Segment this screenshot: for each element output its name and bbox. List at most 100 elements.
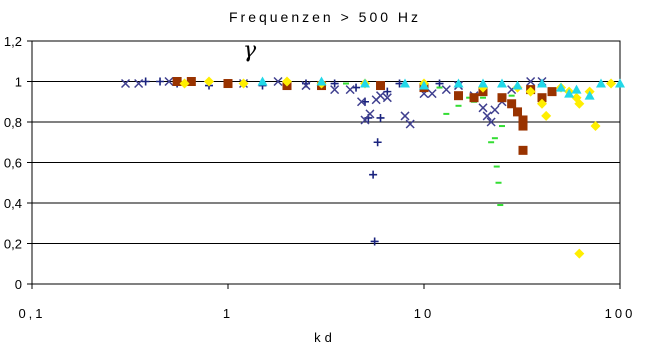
triangle-point <box>316 76 327 86</box>
y-tick-label: 1,2 <box>4 34 22 49</box>
x-point <box>441 85 451 95</box>
dash-point <box>455 104 462 107</box>
x-point <box>486 117 496 127</box>
x-point <box>400 111 410 121</box>
x-point <box>427 89 437 99</box>
square-point <box>547 87 557 97</box>
triangle-point <box>584 90 595 100</box>
triangle-point <box>400 78 411 88</box>
triangle-point <box>571 84 582 94</box>
plus-point <box>370 237 379 246</box>
diamond-point <box>204 76 215 87</box>
dash-point <box>443 112 450 115</box>
square-point <box>518 115 528 125</box>
dash-point <box>497 204 504 207</box>
x-point <box>375 91 386 101</box>
x-tick-label: 10 <box>414 306 434 321</box>
triangle-point <box>615 78 625 88</box>
diamond-point <box>525 86 536 97</box>
diamond-point <box>282 76 293 87</box>
dash-point <box>343 82 350 85</box>
plus-point <box>435 79 444 88</box>
triangle-point <box>537 78 548 88</box>
y-axis-label: γ <box>243 38 257 63</box>
diamond-point <box>541 110 552 121</box>
square-point <box>223 79 233 89</box>
dash-point <box>498 125 505 128</box>
square-point <box>376 81 386 91</box>
plus-point <box>156 77 165 86</box>
triangle-point <box>453 78 464 88</box>
dash-point <box>436 86 443 89</box>
x-point <box>120 78 131 89</box>
y-tick-label: 0,6 <box>4 156 22 171</box>
square-point <box>186 77 196 86</box>
diamond-point <box>590 121 601 132</box>
x-point <box>164 76 174 87</box>
square-point <box>172 77 182 86</box>
dash-point <box>480 96 487 99</box>
triangle-point <box>419 80 429 90</box>
square-point <box>518 121 528 131</box>
plus-point <box>330 79 339 88</box>
plus-point <box>376 113 385 122</box>
x-axis-label: kd <box>314 330 336 345</box>
diamond-point <box>179 78 190 89</box>
y-tick-label: 0,4 <box>4 196 22 211</box>
triangle-point <box>512 80 523 90</box>
grid-lines <box>32 81 620 244</box>
square-point <box>518 145 528 155</box>
x-point <box>405 119 415 129</box>
x-point <box>330 85 340 95</box>
square-point <box>513 107 523 117</box>
x-point <box>526 76 536 87</box>
plus-point <box>141 77 150 86</box>
x-point <box>345 85 355 95</box>
plus-point <box>383 87 392 96</box>
dash-point <box>508 94 515 97</box>
x-point <box>134 78 144 89</box>
x-point <box>273 76 283 87</box>
plus-point <box>369 170 378 179</box>
square-point <box>454 91 464 101</box>
plus-point <box>352 83 361 92</box>
x-point <box>360 115 370 125</box>
triangle-point <box>564 88 575 98</box>
dash-point <box>491 137 498 140</box>
dash-point <box>466 96 473 99</box>
plus-point <box>373 138 382 147</box>
y-tick-label: 1 <box>15 75 22 90</box>
axes <box>27 40 621 289</box>
square-point <box>469 93 479 103</box>
square-point <box>497 93 507 103</box>
tick-labels: 0 0,2 0,4 0,6 0,8 1 1,2 0,1 1 10 100 <box>4 34 636 321</box>
square-point <box>537 93 547 103</box>
x-point <box>301 81 311 91</box>
dash-point <box>495 181 502 184</box>
y-tick-label: 0,2 <box>4 237 22 252</box>
dash-point <box>493 165 500 168</box>
diamond-point <box>238 78 249 89</box>
diamond-point <box>574 98 585 109</box>
diamond-point <box>537 98 548 109</box>
plus-point <box>395 79 404 88</box>
triangle-point <box>257 76 268 86</box>
y-tick-label: 0 <box>15 277 22 292</box>
diamond-point <box>606 78 617 89</box>
dash-point <box>488 141 495 144</box>
x-point <box>482 111 492 121</box>
x-tick-label: 1 <box>223 306 233 321</box>
diamond-point <box>574 248 585 259</box>
x-point <box>490 105 500 115</box>
triangle-point <box>478 78 489 88</box>
triangle-point <box>359 78 370 88</box>
x-point <box>382 93 392 103</box>
y-tick-label: 0,8 <box>4 115 22 130</box>
data-points <box>120 76 625 259</box>
triangle-point <box>596 78 607 88</box>
x-tick-label: 0,1 <box>18 306 45 321</box>
x-tick-label: 100 <box>605 306 636 321</box>
triangle-point <box>496 78 507 88</box>
x-point <box>365 109 375 119</box>
